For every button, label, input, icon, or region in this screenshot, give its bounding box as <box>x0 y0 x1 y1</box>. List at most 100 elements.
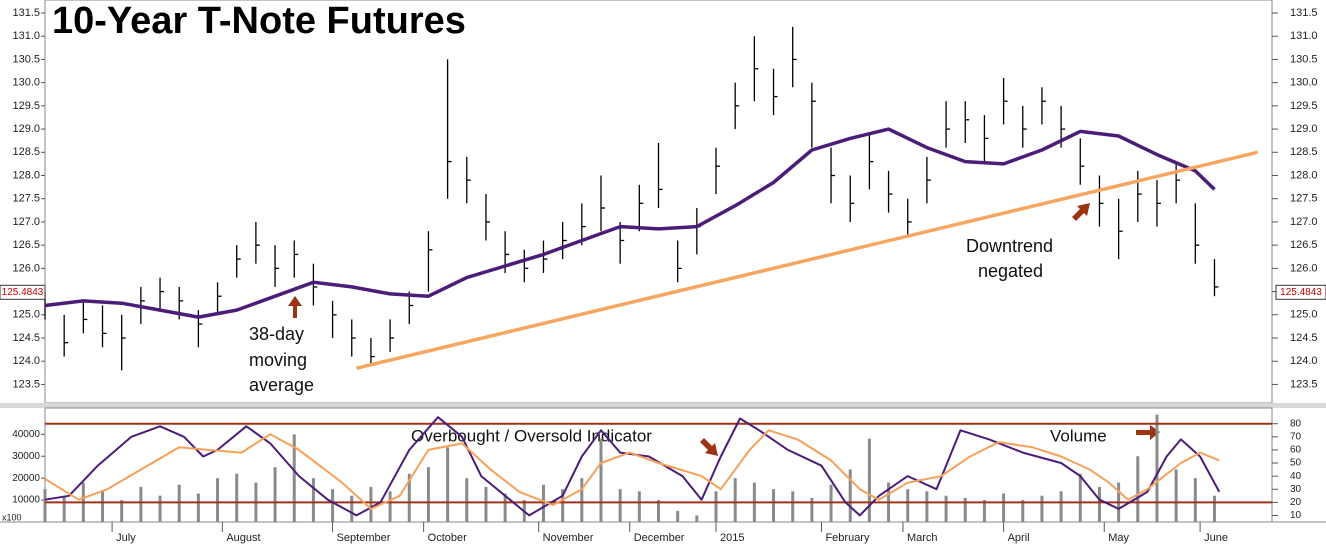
y2-tick-label: 70 <box>1290 431 1302 442</box>
volume-bar <box>1193 478 1197 522</box>
volume-bar <box>829 484 833 522</box>
volume-bar <box>388 491 392 522</box>
y-tick-label: 10000 <box>12 495 40 506</box>
volume-bar <box>1002 493 1006 522</box>
y-tick-label: 129.5 <box>12 100 40 112</box>
x-tick-label: June <box>1204 532 1228 544</box>
last-value-label: 125.4843 <box>2 287 44 298</box>
volume-bar <box>120 500 124 522</box>
annotation: average <box>249 375 314 395</box>
volume-bar <box>657 500 660 522</box>
y2-tick-label: 50 <box>1290 458 1302 469</box>
volume-bar <box>944 495 948 522</box>
y-tick-label: 30000 <box>12 451 40 462</box>
volume-bar <box>1040 495 1044 522</box>
volume-bar <box>561 489 565 522</box>
x-tick-label: December <box>634 532 685 544</box>
arrow <box>1072 203 1090 221</box>
volume-bar <box>292 434 296 522</box>
volume-bar <box>369 486 373 522</box>
volume-bar <box>311 478 315 522</box>
y-tick-label: 129.5 <box>1290 100 1318 112</box>
y-tick-label: 130.5 <box>1290 53 1318 65</box>
y-tick-label: 20000 <box>12 473 40 484</box>
volume-bar <box>43 489 47 522</box>
annotation: moving <box>249 350 307 370</box>
volume-bar <box>158 495 162 522</box>
y-tick-label: 126.0 <box>12 262 40 274</box>
arrow <box>700 438 718 456</box>
x-tick-label: October <box>428 532 467 544</box>
volume-bar <box>637 491 641 522</box>
volume-bar <box>733 478 737 522</box>
volume-bar <box>714 491 718 522</box>
x-tick-label: April <box>1008 532 1030 544</box>
volume-bar <box>101 491 105 522</box>
y-tick-label: 126.0 <box>1290 262 1318 274</box>
y-tick-label: 131.5 <box>12 7 40 19</box>
y2-tick-label: 20 <box>1290 497 1302 508</box>
x-tick-label: September <box>337 532 391 544</box>
annotation: Downtrend <box>966 236 1053 256</box>
volume-bar <box>1136 456 1140 522</box>
y-tick-label: 131.0 <box>1290 30 1318 42</box>
volume-bar <box>867 438 871 522</box>
y-tick-label: 130.0 <box>1290 77 1318 89</box>
y-tick-label: 127.5 <box>12 193 40 205</box>
y-tick-label: 127.0 <box>12 216 40 228</box>
overlay-line <box>44 127 1216 319</box>
y-tick-label: 128.5 <box>12 146 40 158</box>
volume-bar <box>503 493 507 522</box>
volume-bar <box>982 500 986 522</box>
volume-bar <box>484 486 488 522</box>
y-tick-label: 130.5 <box>12 53 40 65</box>
annotation: Volume <box>1050 426 1107 445</box>
y-tick-label: 126.5 <box>1290 239 1318 251</box>
volume-bar <box>216 478 220 522</box>
y2-tick-label: 60 <box>1290 445 1302 456</box>
x-tick-label: July <box>116 532 136 544</box>
volume-bar <box>848 469 852 522</box>
last-value-box <box>0 284 46 300</box>
annotation: 38-day <box>249 324 304 344</box>
y-unit-label: x100 <box>2 512 22 522</box>
y-tick-label: 124.5 <box>1290 332 1318 344</box>
arrows <box>288 203 1160 456</box>
arrow <box>1136 425 1160 440</box>
volume-bar <box>1212 495 1216 522</box>
y-tick-label: 124.5 <box>12 332 40 344</box>
volume-bar <box>810 497 814 522</box>
last-value-label: 125.4843 <box>1280 287 1322 298</box>
volume-bar <box>1097 486 1101 522</box>
volume-bar <box>235 473 239 522</box>
y2-tick-label: 30 <box>1290 484 1302 495</box>
y-tick-label: 127.0 <box>1290 216 1318 228</box>
y2-tick-label: 80 <box>1290 418 1302 429</box>
volume-bar <box>196 493 200 522</box>
volume-bar <box>695 515 699 522</box>
y-tick-label: 128.0 <box>12 169 40 181</box>
arrow <box>288 296 302 318</box>
x-tick-label: August <box>226 532 260 544</box>
volume-bar <box>541 484 545 522</box>
y-tick-label: 126.5 <box>12 239 40 251</box>
volume-bar <box>1078 473 1082 522</box>
volume-bar <box>676 511 680 522</box>
y-tick-label: 123.5 <box>12 378 40 390</box>
y-tick-label: 128.5 <box>1290 146 1318 158</box>
y-tick-label: 40000 <box>12 429 40 440</box>
chart-title: 10-Year T-Note Futures <box>52 0 466 42</box>
y-tick-label: 124.0 <box>1290 355 1318 367</box>
last-value-box <box>1275 284 1326 300</box>
y-tick-label: 129.0 <box>12 123 40 135</box>
volume-bar <box>963 497 967 522</box>
volume-bar <box>772 489 776 522</box>
volume-bar <box>1059 491 1063 522</box>
volume-bar <box>906 489 910 522</box>
x-tick-label: 2015 <box>720 532 744 544</box>
volume-bar <box>925 491 929 522</box>
y2-tick-label: 10 <box>1290 510 1302 521</box>
oscillator-line <box>44 416 1221 517</box>
y-tick-label: 125.0 <box>1290 309 1318 321</box>
